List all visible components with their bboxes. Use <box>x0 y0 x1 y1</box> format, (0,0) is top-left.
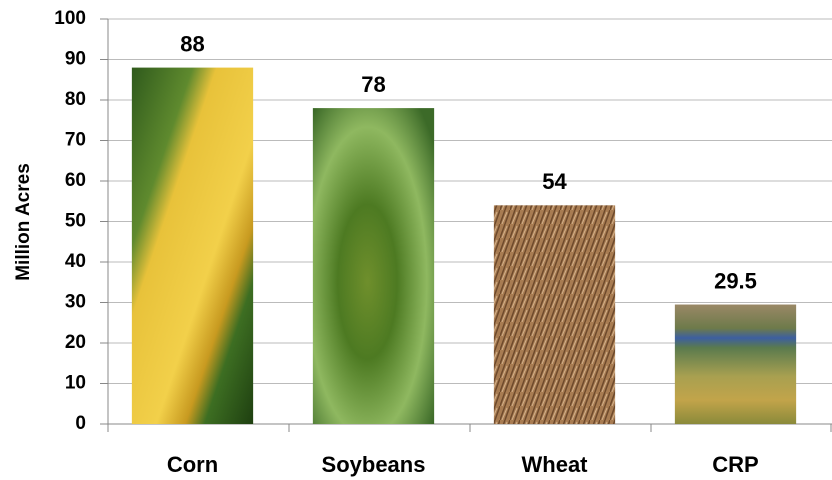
bar <box>132 68 253 424</box>
y-tick-label: 70 <box>65 130 86 151</box>
value-label: 29.5 <box>714 268 757 293</box>
bar <box>313 108 434 424</box>
y-tick-label: 0 <box>75 413 86 434</box>
y-tick-label: 80 <box>65 89 86 110</box>
x-tick-label: Corn <box>167 452 218 477</box>
x-tick-label: Soybeans <box>322 452 426 477</box>
bar <box>675 305 796 424</box>
chart: Million Acres 0 10 20 30 40 50 60 70 80 90 100 Corn… <box>0 0 832 480</box>
value-label: 54 <box>542 169 567 194</box>
value-label: 88 <box>180 31 204 56</box>
value-label: 78 <box>361 72 385 97</box>
x-tick-label: CRP <box>712 452 758 477</box>
y-tick-label: 20 <box>65 332 86 353</box>
bar <box>494 205 615 424</box>
x-tick-label: Wheat <box>522 452 589 477</box>
y-tick-label: 50 <box>65 211 86 232</box>
y-tick-label: 90 <box>65 49 86 70</box>
y-tick-label: 40 <box>65 251 86 272</box>
y-tick-label: 100 <box>54 8 86 29</box>
y-tick-label: 30 <box>65 292 86 313</box>
y-axis-label: Million Acres <box>13 163 34 281</box>
y-tick-label: 10 <box>65 373 86 394</box>
y-tick-label: 60 <box>65 170 86 191</box>
